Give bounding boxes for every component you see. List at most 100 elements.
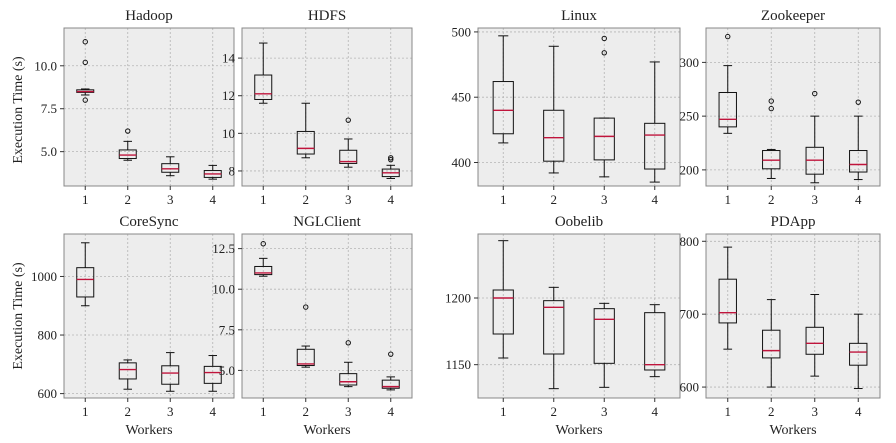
x-tick-label: 2 — [551, 192, 558, 207]
box-linux-2 — [543, 45, 565, 174]
y-tick-label: 600 — [680, 380, 700, 395]
box-hadoop-3 — [161, 156, 180, 177]
box-oobelib-4 — [644, 304, 666, 378]
outlier-point — [303, 304, 309, 310]
x-tick-label: 2 — [768, 192, 775, 207]
x-tick-label: 2 — [303, 404, 310, 419]
box-zookeeper-2 — [762, 98, 781, 179]
outlier-point — [82, 39, 88, 45]
outlier-point — [388, 155, 394, 161]
outlier-point — [601, 35, 607, 42]
outlier-point — [855, 99, 861, 105]
outlier-point — [725, 33, 731, 40]
box-iqr — [118, 362, 137, 380]
box-hdfs-4 — [381, 155, 400, 179]
box-zookeeper-1 — [718, 33, 737, 134]
box-iqr — [381, 379, 400, 389]
x-tick-label: 3 — [345, 192, 352, 207]
panel-background — [64, 28, 234, 186]
y-tick-label: 7.5 — [41, 101, 57, 116]
y-tick-label: 500 — [452, 24, 472, 39]
outlier-point — [82, 97, 88, 103]
outlier-point — [82, 59, 88, 66]
box-coresync-3 — [161, 352, 180, 392]
x-tick-label: 1 — [260, 404, 267, 419]
x-tick-label: 4 — [855, 404, 862, 419]
x-tick-label: 3 — [812, 404, 819, 419]
panel-frame — [63, 233, 235, 399]
box-iqr — [644, 122, 666, 170]
panel-frame — [63, 27, 235, 187]
box-iqr — [805, 326, 824, 355]
panel-title: NGLClient — [293, 214, 361, 230]
box-pdapp-3 — [805, 293, 824, 377]
box-hdfs-1 — [254, 42, 273, 104]
panel-title: Hadoop — [125, 8, 173, 24]
y-tick-label: 8 — [229, 163, 236, 178]
panel-background — [478, 234, 680, 398]
box-nglclient-3 — [339, 340, 358, 388]
box-coresync-4 — [203, 355, 222, 392]
panel-pdapp: PDApp 600 700 800 1 2 3 4 Workers — [680, 214, 881, 438]
box-linux-1 — [492, 35, 514, 144]
panel-zookeeper: Zookeeper 200 250 300 1 2 3 4 — [680, 8, 881, 207]
y-tick-label: 14 — [222, 51, 236, 66]
panel-title: PDApp — [770, 214, 815, 230]
box-hdfs-3 — [339, 117, 358, 168]
x-axis-label: Workers — [125, 423, 172, 438]
y-tick-label: 450 — [452, 90, 472, 105]
box-linux-3 — [593, 35, 615, 178]
x-tick-label: 3 — [167, 192, 174, 207]
box-iqr — [161, 163, 180, 173]
y-tick-label: 1000 — [31, 269, 57, 284]
panel-frame — [477, 27, 681, 187]
x-tick-label: 4 — [855, 192, 862, 207]
x-tick-label: 3 — [167, 404, 174, 419]
x-axis-label: Workers — [555, 423, 602, 438]
box-pdapp-4 — [849, 313, 868, 390]
outlier-point — [260, 241, 266, 247]
panel-background — [706, 234, 880, 398]
x-tick-label: 1 — [725, 404, 732, 419]
panel-title: HDFS — [308, 8, 346, 24]
box-linux-4 — [644, 61, 666, 183]
x-tick-label: 4 — [210, 404, 217, 419]
panel-coresync: CoreSync 600 800 1000 1 2 3 4 Workers — [31, 214, 235, 438]
x-tick-label: 4 — [652, 192, 659, 207]
panel-nglclient: NGLClient 5.0 7.5 10.0 12.5 1 2 3 4 Workers — [212, 214, 413, 438]
box-zookeeper-3 — [805, 90, 824, 184]
panel-frame — [705, 27, 881, 187]
panel-oobelib: Oobelib 1150 1200 1 2 3 4 Workers — [445, 214, 681, 438]
box-iqr — [849, 342, 868, 366]
box-nglclient-2 — [296, 304, 315, 368]
panel-background — [478, 28, 680, 186]
box-oobelib-3 — [593, 302, 615, 388]
outlier-point — [768, 105, 774, 112]
x-tick-label: 3 — [812, 192, 819, 207]
box-iqr — [254, 265, 273, 276]
box-hadoop-2 — [118, 128, 137, 161]
box-iqr — [492, 81, 514, 135]
y-tick-label: 10.0 — [212, 282, 235, 297]
box-iqr — [339, 149, 358, 164]
y-tick-label: 200 — [680, 162, 700, 177]
panel-title: Oobelib — [555, 214, 603, 230]
y-tick-label: 700 — [680, 307, 700, 322]
box-oobelib-1 — [492, 240, 514, 359]
y-tick-label: 300 — [680, 55, 700, 70]
box-hdfs-2 — [296, 102, 315, 159]
x-tick-label: 1 — [82, 192, 89, 207]
box-pdapp-2 — [762, 299, 781, 388]
y-tick-label: 1150 — [445, 357, 471, 372]
y-tick-label: 800 — [38, 328, 58, 343]
box-iqr — [718, 91, 737, 128]
box-iqr — [543, 300, 565, 355]
y-tick-label: 5.0 — [219, 363, 235, 378]
x-tick-label: 1 — [82, 404, 89, 419]
box-iqr — [849, 150, 868, 173]
box-iqr — [492, 289, 514, 335]
x-tick-label: 2 — [125, 404, 132, 419]
outlier-point — [601, 50, 607, 56]
x-tick-label: 1 — [260, 192, 267, 207]
